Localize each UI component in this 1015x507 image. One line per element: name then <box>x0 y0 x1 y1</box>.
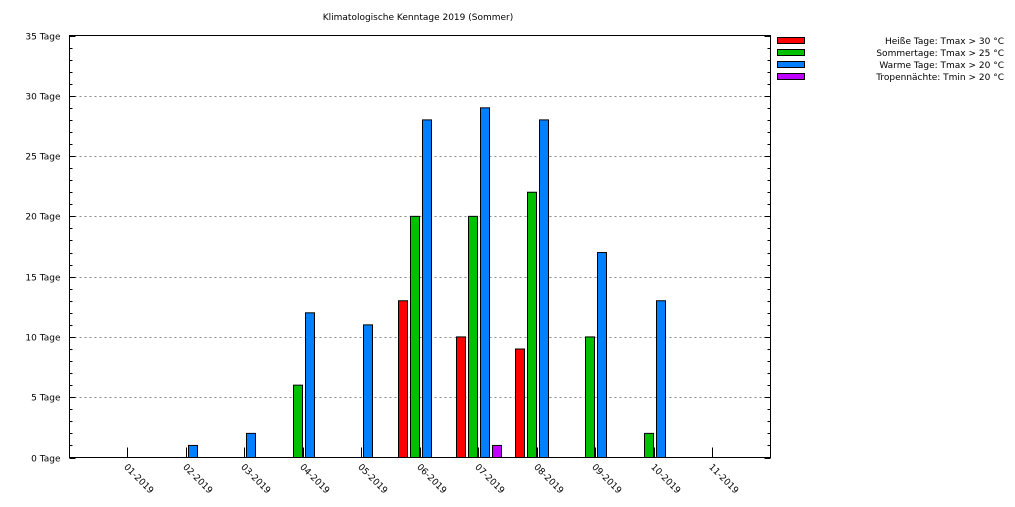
bar-07-2019-4 <box>492 444 502 459</box>
bar-06-2019-2 <box>410 215 420 458</box>
bar-09-2019-2 <box>585 336 595 458</box>
legend-swatch <box>777 61 805 68</box>
x-tick-label: 06-2019 <box>414 463 448 497</box>
legend-swatch <box>777 49 805 56</box>
x-tick-label: 11-2019 <box>706 463 740 497</box>
x-tick-label: 10-2019 <box>648 463 682 497</box>
legend-swatch <box>777 73 805 80</box>
bar-02-2019-3 <box>188 444 198 459</box>
bar-06-2019-1 <box>398 300 408 458</box>
x-tick-label: 01-2019 <box>121 463 155 497</box>
bar-04-2019-2 <box>293 384 303 458</box>
legend-label: Heiße Tage: Tmax > 30 °C <box>885 37 1004 47</box>
y-tick-label: 10 Tage <box>25 334 61 344</box>
bar-07-2019-1 <box>456 336 466 458</box>
legend-swatch <box>777 37 805 44</box>
bar-08-2019-2 <box>527 191 537 458</box>
chart-title: Klimatologische Kenntage 2019 (Sommer) <box>323 13 514 23</box>
y-tick-label: 30 Tage <box>25 93 61 103</box>
bar-04-2019-3 <box>305 312 315 459</box>
bar-10-2019-2 <box>644 432 654 458</box>
bar-08-2019-1 <box>515 348 525 458</box>
y-tick-label: 35 Tage <box>25 33 61 43</box>
bar-07-2019-3 <box>480 107 490 458</box>
bar-07-2019-2 <box>468 215 478 458</box>
legend-label: Warme Tage: Tmax > 20 °C <box>879 61 1004 71</box>
x-tick-label: 05-2019 <box>355 463 389 497</box>
legend-label: Tropennächte: Tmin > 20 °C <box>875 73 1004 83</box>
bar-09-2019-3 <box>597 252 607 458</box>
x-tick-label: 03-2019 <box>238 463 272 497</box>
x-tick-label: 09-2019 <box>589 463 623 497</box>
x-tick-label: 04-2019 <box>297 463 331 497</box>
legend-label: Sommertage: Tmax > 25 °C <box>876 49 1004 59</box>
y-tick-label: 15 Tage <box>25 274 61 284</box>
x-tick-label: 02-2019 <box>180 463 214 497</box>
bar-08-2019-3 <box>539 119 549 459</box>
bar-10-2019-3 <box>656 300 666 458</box>
y-tick-label: 5 Tage <box>31 394 61 404</box>
bar-05-2019-3 <box>363 324 373 458</box>
bar-03-2019-3 <box>246 432 256 458</box>
x-tick-label: 07-2019 <box>472 463 506 497</box>
y-tick-label: 20 Tage <box>25 213 61 223</box>
bar-06-2019-3 <box>422 119 432 459</box>
y-tick-label: 0 Tage <box>31 455 61 465</box>
y-tick-label: 25 Tage <box>25 153 61 163</box>
x-tick-label: 08-2019 <box>531 463 565 497</box>
